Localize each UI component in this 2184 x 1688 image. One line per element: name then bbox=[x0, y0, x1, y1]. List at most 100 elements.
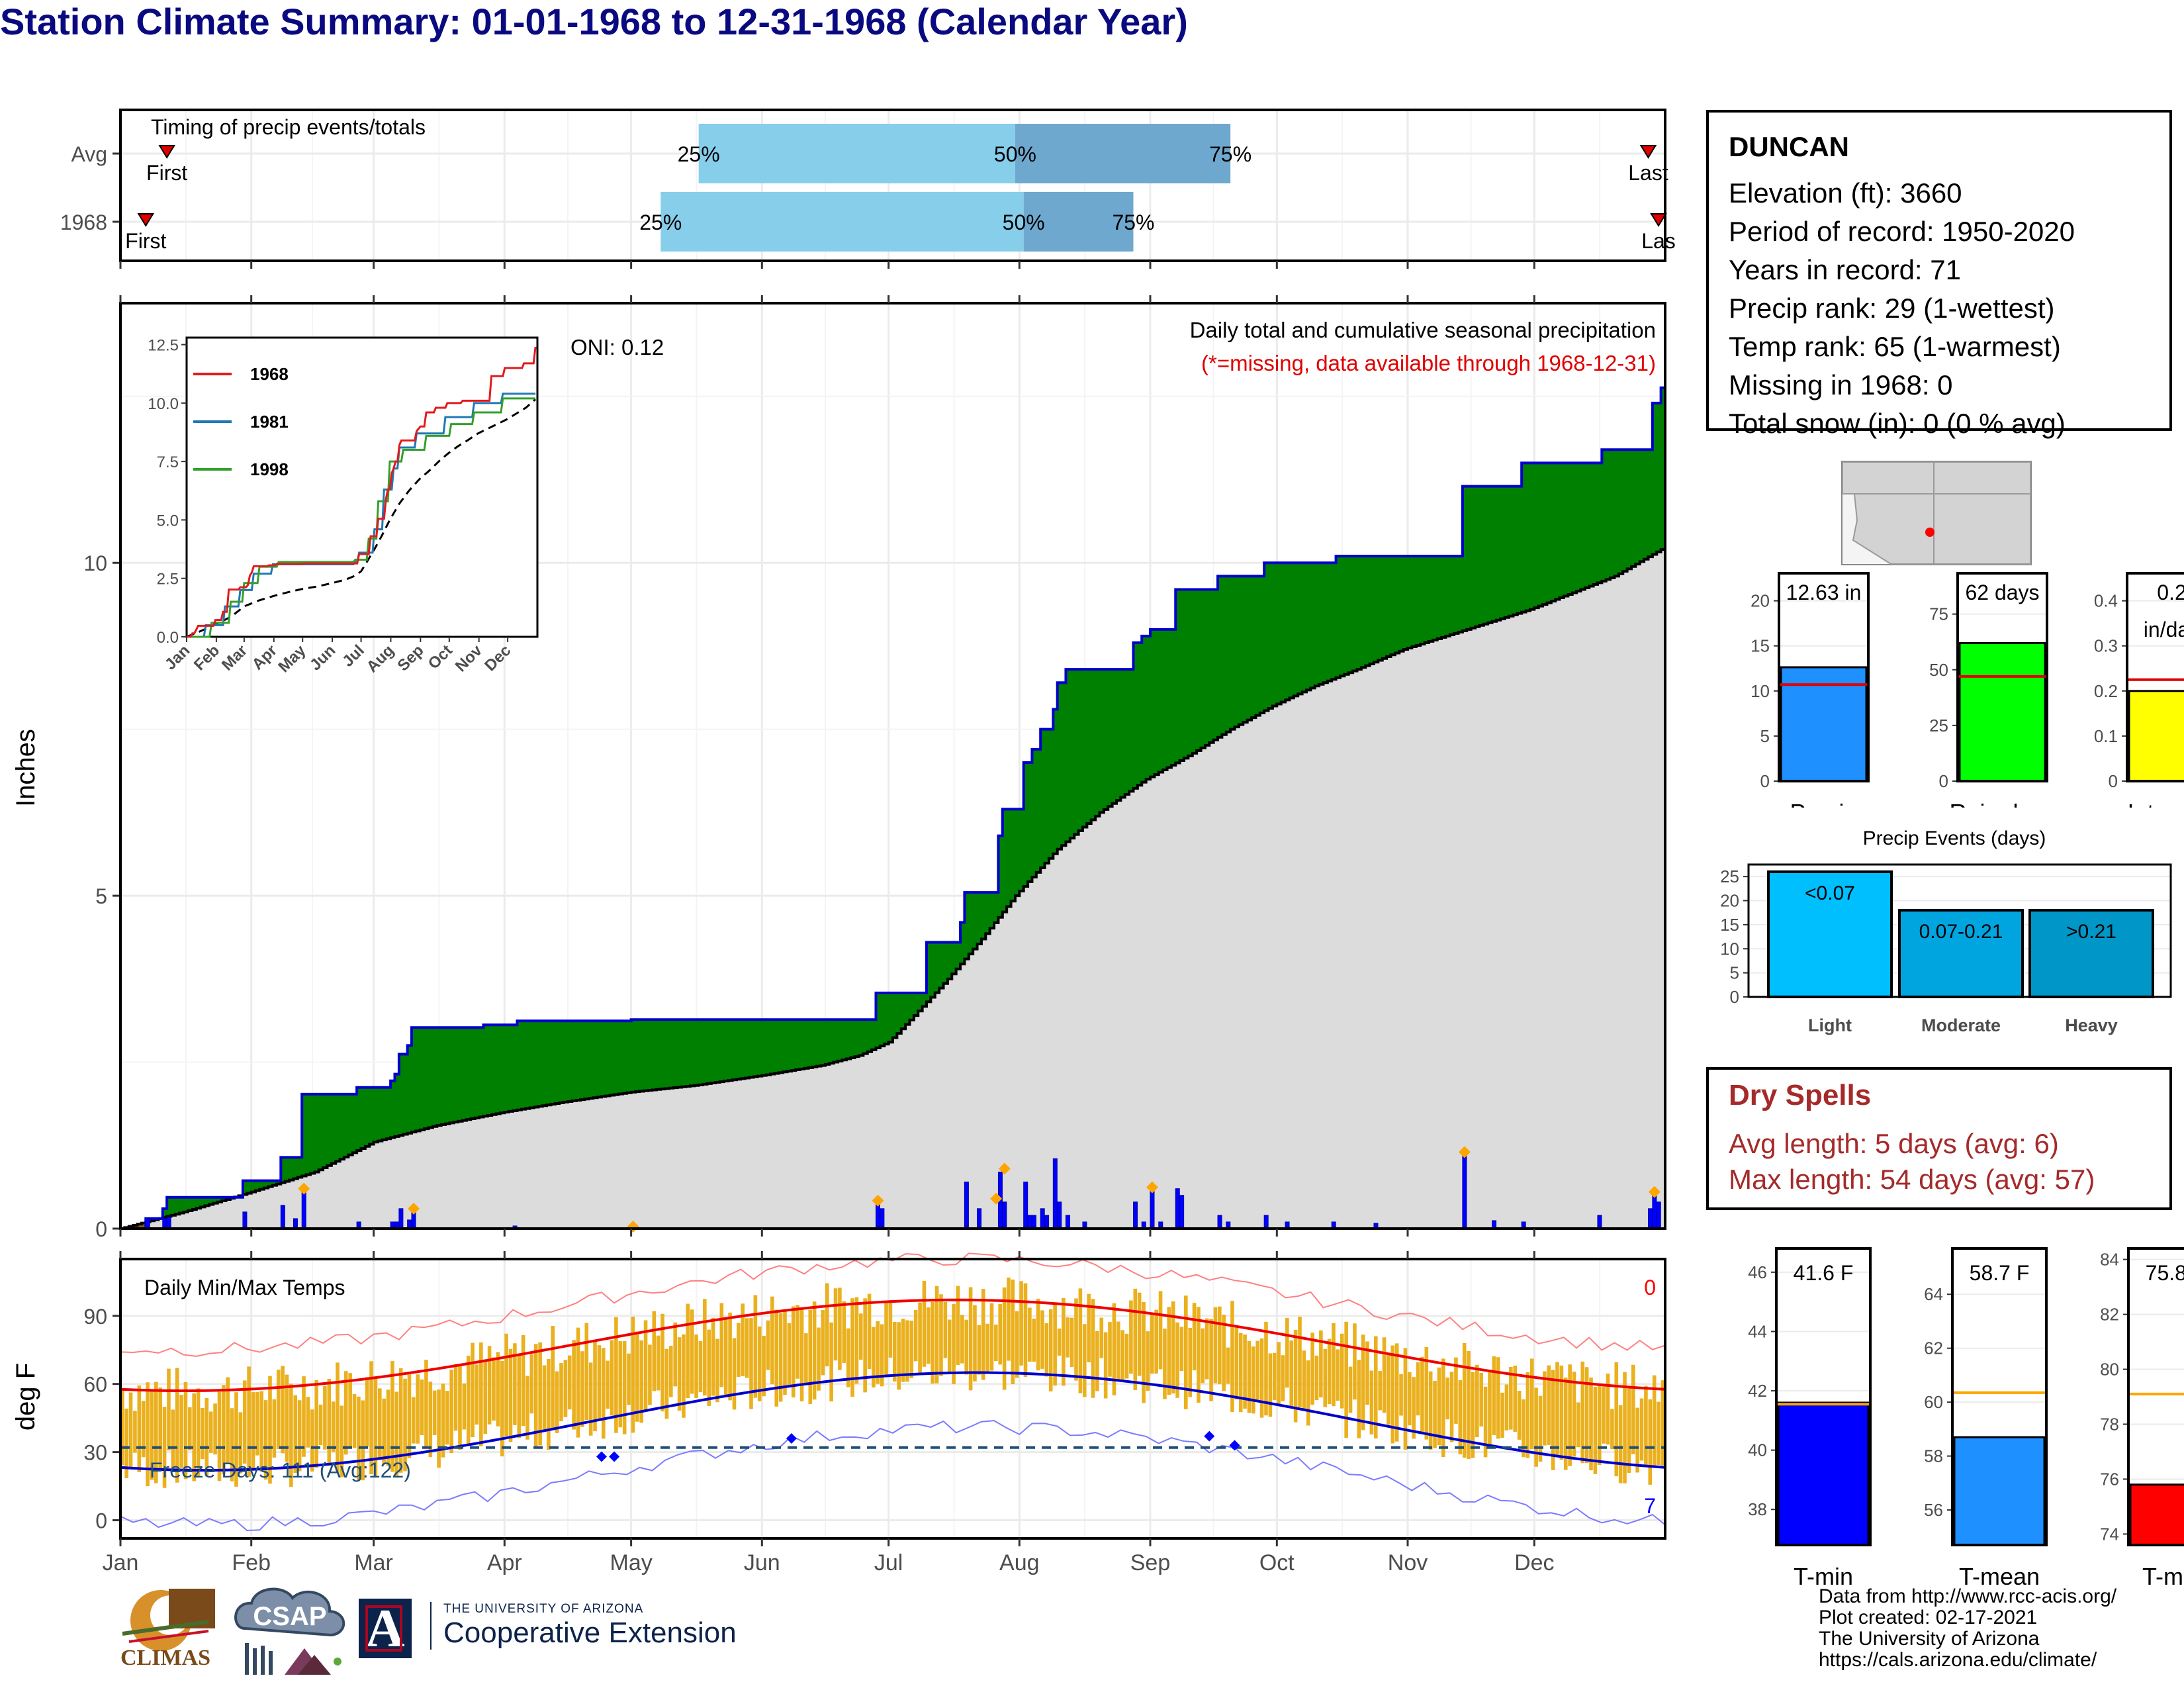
temp-summary-y-tick-label: 80 bbox=[2100, 1360, 2119, 1380]
temp-summary-y-tick-label: 44 bbox=[1748, 1321, 1767, 1341]
inset-legend-label: 1981 bbox=[250, 412, 289, 432]
footer-line: Plot created: 02-17-2021 bbox=[1819, 1607, 2038, 1628]
events-category-label: Light bbox=[1808, 1015, 1852, 1035]
events-y-tick-label: 20 bbox=[1720, 891, 1739, 911]
summary-bar-rain-days bbox=[1958, 641, 2046, 782]
cumulative-1968-line bbox=[120, 386, 1665, 1230]
timing-panel-frame bbox=[119, 109, 1666, 262]
temp-summary-y-tick-label: 46 bbox=[1748, 1262, 1767, 1282]
csap-logo-text: CSAP bbox=[253, 1602, 327, 1631]
daily-precip-bar bbox=[1065, 1215, 1070, 1229]
daily-precip-bar bbox=[1002, 1201, 1007, 1229]
temp-y-tick-label: 60 bbox=[83, 1373, 107, 1397]
timing-first-marker-label: First bbox=[146, 161, 187, 185]
events-bar-label: <0.07 bbox=[1805, 882, 1855, 904]
ua-block-a-logo: A bbox=[359, 1599, 412, 1658]
temp-summary-value-label: 58.7 F bbox=[1970, 1261, 2030, 1285]
inset-1968-line bbox=[187, 346, 537, 638]
summary-value-label: 12.63 in bbox=[1786, 581, 1862, 604]
timing-pct-25: 25% bbox=[639, 211, 682, 234]
season-summary-bars: 0 5 10 15 20 12.63 in Precip 0 25 50 75 62 days Rain… bbox=[1751, 572, 2184, 808]
summary-bar-precip bbox=[1780, 666, 1868, 782]
inset-y-tick-label: 2.5 bbox=[157, 571, 179, 588]
events-category-label: Moderate bbox=[1921, 1015, 2001, 1035]
summary-y-tick-label: 0 bbox=[2109, 771, 2118, 791]
temp-summary-label: T-min bbox=[1794, 1563, 1853, 1589]
temp-summary-bar-t-max bbox=[2129, 1483, 2184, 1546]
station-detail-line: Temp rank: 65 (1-warmest) bbox=[1729, 331, 2061, 362]
precip-panel-frame bbox=[119, 302, 1666, 1230]
record-low-marker bbox=[596, 1451, 607, 1462]
daily-temp-range-bars bbox=[120, 1278, 1665, 1488]
summary-y-tick-label: 25 bbox=[1929, 716, 1948, 735]
temp-summary-bar-t-min bbox=[1777, 1401, 1870, 1546]
events-title: Precip Events (days) bbox=[1863, 827, 2046, 849]
daily-precip-bar bbox=[162, 1218, 167, 1229]
temp-summary-frame bbox=[1951, 1247, 2048, 1546]
events-y-tick-label: 10 bbox=[1720, 939, 1739, 959]
footer-credits: Data from http://www.rcc-acis.org/ Plot … bbox=[1819, 1586, 2116, 1671]
record-marker bbox=[1146, 1181, 1158, 1194]
month-label: May bbox=[610, 1550, 653, 1575]
timing-first-marker bbox=[137, 213, 155, 227]
daily-precip-bar bbox=[1132, 1201, 1138, 1229]
daily-precip-bar bbox=[398, 1208, 404, 1229]
timing-pct-50: 50% bbox=[994, 142, 1036, 166]
temp-summary-y-tick-label: 62 bbox=[1924, 1338, 1943, 1358]
precip-y-tick-label: 5 bbox=[95, 884, 107, 908]
ua-logo-small-text: THE UNIVERSITY OF ARIZONA bbox=[443, 1602, 644, 1616]
record-marker bbox=[990, 1192, 1003, 1205]
summary-bar-frame bbox=[2126, 572, 2184, 782]
summary-y-tick-label: 0.2 bbox=[2094, 681, 2118, 701]
avg-cumulative-line bbox=[120, 548, 1665, 1230]
record-marker bbox=[998, 1162, 1011, 1175]
inset-y-tick-label: 0.0 bbox=[157, 629, 179, 647]
summary-bar-label: Precip bbox=[1790, 799, 1857, 808]
temp-summary-value-label: 41.6 F bbox=[1794, 1261, 1854, 1285]
daily-precip-bar bbox=[301, 1192, 306, 1229]
summary-y-tick-label: 0 bbox=[1939, 771, 1948, 791]
record-low-marker bbox=[786, 1433, 797, 1444]
daily-precip-bar bbox=[1597, 1215, 1602, 1229]
record-low-count: 7 bbox=[1644, 1494, 1656, 1518]
ua-block-a-letter: A bbox=[365, 1598, 405, 1658]
inset-1981-line bbox=[187, 393, 536, 638]
ua-coop-extension-logo: THE UNIVERSITY OF ARIZONA Cooperative Ex… bbox=[430, 1602, 737, 1650]
events-y-tick-label: 15 bbox=[1720, 915, 1739, 935]
temp-y-axis-label: deg F bbox=[11, 1363, 40, 1430]
daily-precip-bar bbox=[1656, 1201, 1661, 1229]
climas-logo-text: CLIMAS bbox=[120, 1646, 211, 1670]
temp-summary-y-tick-label: 58 bbox=[1924, 1446, 1943, 1466]
csap-logo: CSAP bbox=[232, 1582, 351, 1681]
timing-title: Timing of precip events/totals bbox=[151, 115, 426, 139]
record-marker bbox=[1458, 1146, 1471, 1158]
temp-summary-y-tick-label: 76 bbox=[2100, 1469, 2119, 1489]
summary-y-tick-label: 20 bbox=[1751, 591, 1770, 611]
daily-precip-bar bbox=[964, 1182, 969, 1229]
inset-legend-label: 1968 bbox=[250, 364, 289, 384]
daily-precip-bar bbox=[1040, 1208, 1045, 1229]
summary-bar-label: Rain days bbox=[1949, 799, 2055, 808]
summary-y-tick-label: 0.4 bbox=[2094, 591, 2118, 611]
station-name: DUNCAN bbox=[1729, 131, 1849, 162]
summary-y-tick-label: 0 bbox=[1760, 771, 1770, 791]
month-label: Jul bbox=[874, 1550, 903, 1575]
record-low-line bbox=[120, 1420, 1666, 1531]
summary-bar-frame bbox=[1956, 572, 2048, 782]
precip-y-axis-label: Inches bbox=[11, 729, 40, 807]
temp-summary-y-tick-label: 64 bbox=[1924, 1284, 1943, 1304]
precip-events-chart: Precip Events (days) 0 5 10 15 20 25 <0.07 Light… bbox=[1720, 827, 2172, 1035]
avg-min-temp-line bbox=[120, 1371, 1666, 1472]
temp-y-tick-label: 90 bbox=[83, 1305, 107, 1329]
station-detail-line: Period of record: 1950-2020 bbox=[1729, 216, 2075, 247]
month-label: Jun bbox=[744, 1550, 780, 1575]
timing-bar-50-75 bbox=[1023, 192, 1134, 252]
dry-spells-avg: Avg length: 5 days (avg: 6) bbox=[1729, 1128, 2059, 1159]
events-bar-light bbox=[1767, 870, 1893, 998]
events-category-label: Heavy bbox=[2065, 1015, 2118, 1035]
summary-value-label: 0.2 bbox=[2157, 581, 2184, 604]
timing-bar-25-50 bbox=[698, 124, 1015, 183]
events-y-tick-label: 0 bbox=[1730, 987, 1739, 1007]
timing-bar-25-50 bbox=[660, 192, 1024, 252]
timing-pct-75: 75% bbox=[1209, 142, 1251, 166]
